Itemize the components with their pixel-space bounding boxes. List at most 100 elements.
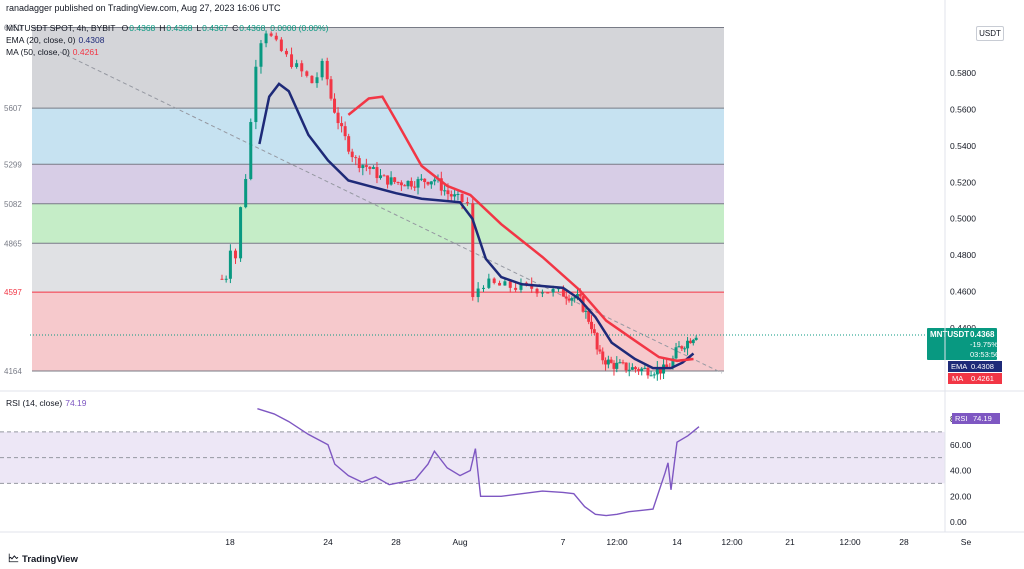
rsi-badge-tag: RSI (955, 414, 968, 423)
candle-body (686, 340, 690, 349)
rsi-badge: RSI 74.19 (952, 413, 1000, 424)
candle-body (514, 287, 518, 290)
candle-body (640, 368, 644, 372)
candle-body (378, 175, 382, 179)
ohlc-values: O0.4368 H0.4368 L0.4367 C0.4368 0.0000 (0.00… (118, 23, 329, 33)
fib-level-label: 5082 (4, 200, 22, 209)
candle-body (637, 369, 641, 372)
price-axis[interactable]: 0.5800 0.5600 0.5400 0.5200 0.5000 0.4800 0.46… (950, 68, 976, 527)
candle-body (361, 165, 365, 169)
time-tick-label: 28 (899, 537, 909, 547)
candle-body (224, 278, 228, 280)
candle-body (584, 310, 588, 312)
candle-body (535, 288, 539, 294)
fibonacci-retracement[interactable]: 6050 5607 5299 5082 4865 4597 4164 (4, 23, 724, 376)
rsi-line[interactable] (257, 408, 700, 517)
candle-body (284, 50, 288, 55)
tradingview-logo[interactable]: 🗠 TradingView (8, 550, 78, 569)
candle-body (471, 203, 475, 298)
price-tick-label: 0.4800 (950, 250, 976, 260)
candle-body (540, 292, 544, 294)
candle-body (546, 292, 550, 294)
ma-legend[interactable]: MA (50, close, 0) 0.4261 (6, 47, 99, 57)
candle-body (476, 288, 480, 298)
ma-badge-tag-bg (948, 373, 968, 384)
ma-badge: MA 0.4261 (948, 373, 1002, 384)
candle-body (382, 175, 386, 177)
candle-body (573, 297, 577, 299)
rsi-legend[interactable]: RSI (14, close) 74.19 (6, 398, 87, 408)
candle-body (354, 157, 358, 159)
ema-badge-value-bg (968, 361, 1002, 372)
candle-body (320, 60, 324, 78)
candlestick-series[interactable] (220, 30, 698, 381)
candle-body (646, 367, 650, 376)
rsi-badge-tag-bg (952, 413, 970, 424)
candle-body (492, 278, 496, 283)
candle-body (561, 288, 565, 297)
candle-body (375, 167, 379, 179)
candle-body (655, 368, 659, 375)
ema-badge-tag: EMA (951, 362, 967, 371)
fib-band (32, 243, 724, 293)
candle-body (578, 294, 582, 297)
candle-body (310, 75, 314, 84)
rsi-legend-value: 74.19 (65, 398, 87, 408)
ohlc-item: O0.4368 (122, 23, 156, 33)
candle-body (590, 321, 594, 330)
ma-legend-label: MA (50, close, 0) (6, 47, 70, 57)
candle-body (604, 360, 608, 365)
price-tick-label: 0.5000 (950, 214, 976, 224)
ma-badge-value-bg (968, 373, 1002, 384)
candle-body (481, 287, 485, 289)
currency-button[interactable]: USDT (976, 26, 1004, 41)
candle-body (290, 54, 294, 67)
time-tick-label: 28 (391, 537, 401, 547)
candle-body (609, 359, 613, 363)
rsi-badge-value-bg (970, 413, 1000, 424)
candle-body (680, 346, 684, 349)
rsi-tick-label: 20.00 (950, 491, 972, 501)
candle-body (406, 180, 410, 187)
ohlc-value: 0.4368 (129, 23, 156, 33)
time-tick-label: 21 (785, 537, 795, 547)
candle-body (429, 181, 433, 185)
candle-body (677, 346, 681, 348)
candle-body (649, 375, 653, 377)
ema-badge-tag-bg (948, 361, 968, 372)
time-tick-label: 24 (323, 537, 333, 547)
candle-body (254, 66, 258, 123)
ohlc-item: 0.0000 (0.00%) (269, 23, 328, 33)
ohlc-key: H (159, 23, 166, 33)
candle-body (423, 178, 427, 183)
candle-body (403, 185, 407, 187)
candle-body (694, 337, 698, 340)
ema-20-line[interactable] (258, 82, 695, 370)
candle-body (386, 175, 390, 185)
candle-body (274, 35, 278, 40)
candle-body (503, 281, 507, 286)
candle-body (612, 362, 616, 369)
candle-body (249, 122, 253, 179)
candle-body (368, 166, 372, 169)
badge-price: 0.4368 (970, 330, 995, 339)
candle-body (259, 43, 263, 67)
candle-body (674, 347, 678, 359)
candle-body (333, 98, 337, 113)
time-axis[interactable]: 18 24 28 Aug 7 12:00 14 12:00 21 12:00 28 Se (225, 537, 971, 547)
symbol-name[interactable]: MNTUSDT SPOT, 4h, BYBIT (6, 23, 116, 33)
rsi-tick-label: 60.00 (950, 440, 972, 450)
trend-dashed-line[interactable] (59, 51, 723, 374)
candle-body (439, 178, 443, 191)
candle-body (598, 349, 602, 352)
ema-badge: EMA 0.4308 (948, 361, 1002, 372)
candle-body (357, 158, 361, 169)
price-tick-label: 0.4600 (950, 287, 976, 297)
rsi-tick-label: 0.00 (950, 517, 967, 527)
ema-legend[interactable]: EMA (20, close, 0) 0.4308 (6, 35, 104, 45)
candle-body (325, 60, 329, 80)
time-tick-label: Se (961, 537, 972, 547)
ma-50-line[interactable] (347, 95, 694, 363)
rsi-tick-label: 40.00 (950, 466, 972, 476)
